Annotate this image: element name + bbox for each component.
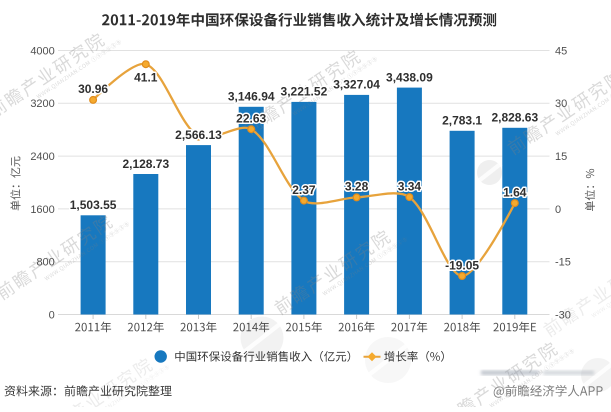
svg-text:3.34: 3.34 [398, 179, 422, 193]
svg-text:3200: 3200 [30, 98, 54, 110]
svg-text:2400: 2400 [30, 151, 54, 163]
svg-text:2,128.73: 2,128.73 [122, 157, 169, 171]
svg-text:30.96: 30.96 [78, 82, 108, 96]
svg-text:3,327.04: 3,327.04 [333, 78, 380, 92]
svg-text:-30: -30 [555, 309, 571, 321]
svg-text:2,828.63: 2,828.63 [491, 111, 538, 125]
svg-text:4000: 4000 [30, 45, 54, 57]
svg-text:30: 30 [555, 98, 567, 110]
svg-text:3,438.09: 3,438.09 [386, 70, 433, 84]
svg-text:0: 0 [49, 309, 55, 321]
svg-text:-15: -15 [555, 257, 571, 269]
svg-text:1600: 1600 [30, 204, 54, 216]
svg-text:41.1: 41.1 [134, 71, 158, 85]
svg-text:0: 0 [555, 204, 561, 216]
svg-text:1.64: 1.64 [503, 185, 527, 199]
svg-text:15: 15 [555, 151, 567, 163]
svg-text:45: 45 [555, 45, 567, 57]
svg-text:1,503.55: 1,503.55 [70, 198, 117, 212]
svg-text:3.28: 3.28 [345, 180, 369, 194]
svg-text:2.37: 2.37 [292, 183, 316, 197]
svg-text:22.63: 22.63 [236, 112, 266, 126]
svg-text:3,221.52: 3,221.52 [281, 85, 328, 99]
svg-text:3,146.94: 3,146.94 [228, 90, 275, 104]
svg-text:2,566.13: 2,566.13 [175, 128, 222, 142]
svg-text:800: 800 [36, 257, 54, 269]
svg-text:-19.05: -19.05 [445, 258, 479, 272]
svg-text:2,783.1: 2,783.1 [442, 114, 482, 128]
